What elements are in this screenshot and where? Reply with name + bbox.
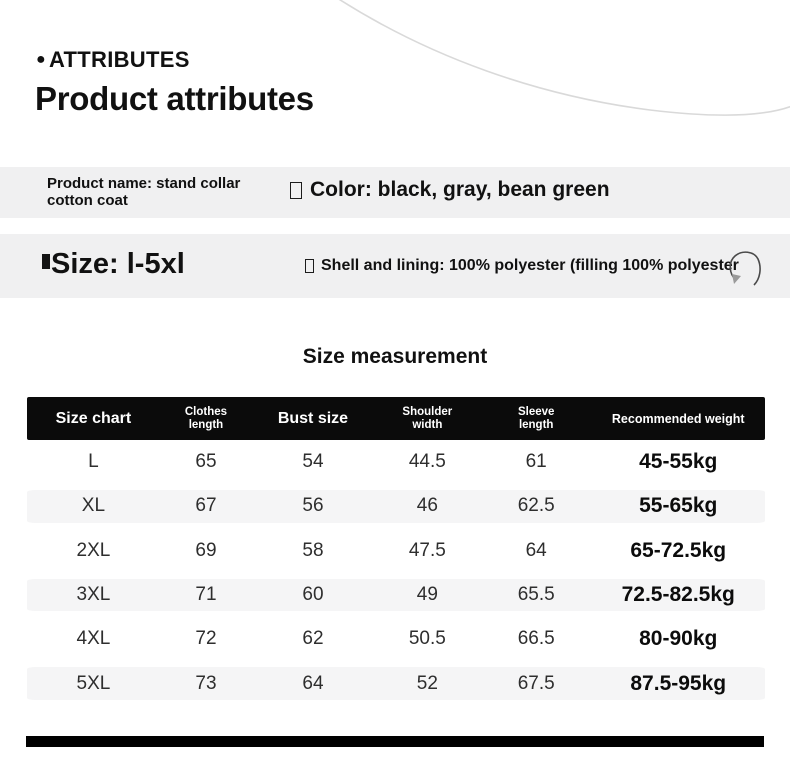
clothes-length-cell: 67: [195, 495, 217, 517]
sleeve-length-cell: 66.5: [517, 628, 555, 650]
clothes-length-cell: 71: [195, 584, 217, 606]
sleeve-length-cell: 65.5: [517, 584, 555, 606]
recommended-weight-cell: 65-72.5kg: [630, 538, 727, 562]
eyebrow-label: ATTRIBUTES: [48, 47, 190, 72]
shoulder-width-cell: 44.5: [408, 451, 446, 473]
recommended-weight-cell: 72.5-82.5kg: [621, 583, 735, 607]
size-label: Size: l-5xl: [42, 248, 185, 281]
bullet-icon: ●: [36, 51, 46, 68]
shoulder-width-cell: 47.5: [408, 539, 446, 561]
col-header-shoulder-width: Shoulder width: [402, 405, 453, 431]
size-cell: 2XL: [76, 539, 111, 561]
recommended-weight-cell: 87.5-95kg: [630, 671, 727, 695]
clothes-length-cell: 72: [195, 628, 217, 650]
size-measurement-title: Size measurement: [302, 345, 488, 368]
bust-size-cell: 54: [302, 451, 324, 473]
table-row: 4XL 72 62 50.5 66.5 80-90kg: [27, 617, 765, 661]
shoulder-width-cell: 50.5: [408, 628, 446, 650]
product-name-line2: cotton coat: [47, 191, 128, 209]
bust-size-cell: 60: [302, 584, 324, 606]
color-label: Color: black, gray, bean green: [290, 178, 610, 202]
table-row: XL 67 56 46 62.5 55-65kg: [27, 484, 765, 529]
bust-size-cell: 64: [302, 672, 324, 694]
bust-size-cell: 58: [302, 539, 324, 561]
size-table: Size chart Clothes length Bust size Shou…: [27, 397, 765, 706]
size-cell: 3XL: [76, 584, 111, 606]
shell-text: Shell and lining: 100% polyester (fillin…: [321, 257, 739, 274]
size-text: Size: l-5xl: [51, 248, 185, 280]
shoulder-width-cell: 46: [416, 495, 438, 517]
col-header-size-chart: Size chart: [55, 409, 132, 427]
sleeve-length-cell: 62.5: [517, 495, 555, 517]
color-text: Color: black, gray, bean green: [310, 178, 610, 201]
recommended-weight-cell: 80-90kg: [639, 627, 718, 651]
sleeve-length-cell: 61: [525, 451, 547, 473]
missing-glyph-filled-icon: [42, 254, 50, 269]
bust-size-cell: 62: [302, 628, 324, 650]
attributes-eyebrow: ● ATTRIBUTES: [36, 47, 190, 73]
product-name-color-band: Product name: stand collar cotton coat C…: [0, 167, 790, 218]
size-table-header: Size chart Clothes length Bust size Shou…: [27, 397, 765, 440]
size-cell: L: [88, 451, 99, 473]
recommended-weight-cell: 55-65kg: [639, 494, 718, 518]
shell-lining-label: Shell and lining: 100% polyester (fillin…: [305, 257, 739, 275]
table-row: L 65 54 44.5 61 45-55kg: [27, 440, 765, 484]
size-cell: 5XL: [76, 672, 111, 694]
col-header-bust-size: Bust size: [277, 409, 349, 427]
table-row: 3XL 71 60 49 65.5 72.5-82.5kg: [27, 572, 765, 618]
size-material-band: Size: l-5xl Shell and lining: 100% polye…: [0, 234, 790, 298]
bust-size-cell: 56: [302, 495, 324, 517]
clothes-length-cell: 65: [195, 451, 217, 473]
table-row: 2XL 69 58 47.5 64 65-72.5kg: [27, 529, 765, 573]
missing-glyph-icon: [305, 259, 314, 273]
shoulder-width-cell: 52: [416, 672, 438, 694]
table-row: 5XL 73 64 52 67.5 87.5-95kg: [27, 661, 765, 706]
sleeve-length-cell: 67.5: [517, 672, 555, 694]
page-title: Product attributes: [35, 80, 314, 117]
shoulder-width-cell: 49: [416, 584, 438, 606]
circular-arrow-icon: [729, 251, 761, 286]
recommended-weight-cell: 45-55kg: [639, 450, 718, 474]
clothes-length-cell: 73: [195, 672, 217, 694]
sleeve-length-cell: 64: [525, 539, 547, 561]
col-header-recommended-weight: Recommended weight: [611, 411, 745, 426]
bottom-divider-bar: [26, 736, 764, 747]
missing-glyph-icon: [290, 181, 302, 199]
size-cell: 4XL: [76, 628, 111, 650]
size-cell: XL: [81, 495, 106, 517]
clothes-length-cell: 69: [195, 539, 217, 561]
col-header-clothes-length: Clothes length: [184, 405, 228, 431]
col-header-sleeve-length: Sleeve length: [517, 405, 555, 431]
product-name-line1: Product name: stand collar: [47, 175, 241, 192]
product-name-label: Product name: stand collar cotton coat: [47, 175, 241, 209]
